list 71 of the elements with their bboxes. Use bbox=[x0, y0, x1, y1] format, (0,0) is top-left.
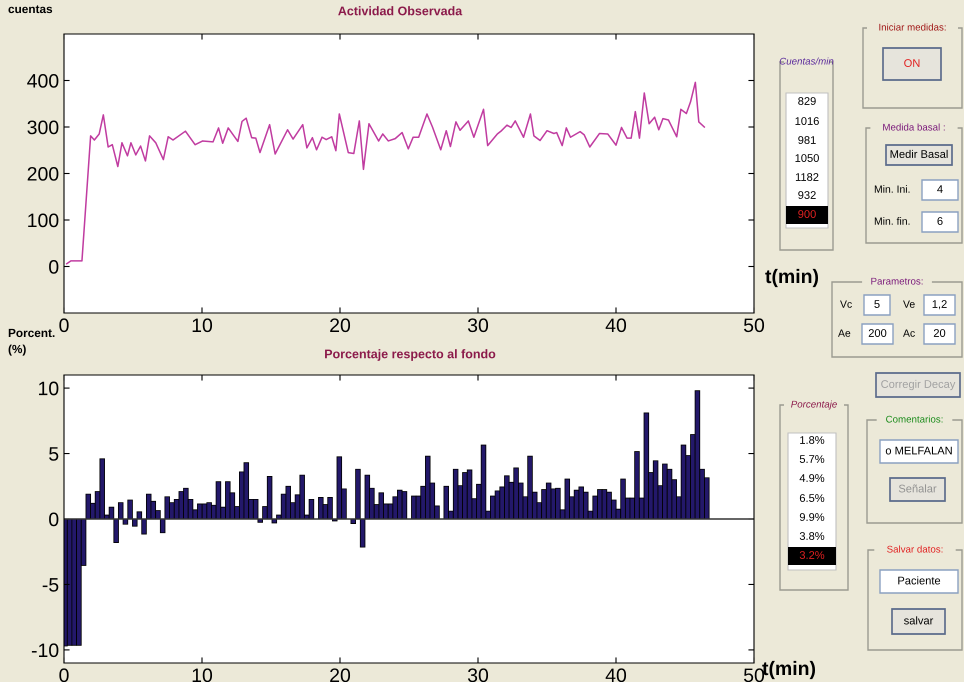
text: 3.2% bbox=[800, 551, 824, 559]
text: Medida basal : bbox=[883, 123, 945, 131]
y-tick-label: -5 bbox=[42, 578, 58, 592]
bar bbox=[299, 474, 305, 520]
text: 981 bbox=[798, 136, 816, 144]
text: Vc bbox=[840, 300, 852, 308]
text: Ae bbox=[838, 330, 850, 337]
x-tick-label: 40 bbox=[606, 318, 626, 332]
text: 1182 bbox=[796, 173, 818, 181]
text: Min. Ini. bbox=[874, 185, 910, 193]
text: 1,2 bbox=[932, 300, 947, 310]
text: Iniciar medidas: bbox=[879, 23, 946, 31]
y-tick-label: 300 bbox=[27, 120, 58, 134]
x-tick-label: 40 bbox=[606, 668, 626, 682]
y-tick-label: 200 bbox=[28, 166, 58, 181]
x-tick-label: 20 bbox=[330, 318, 350, 332]
text: Salvar datos: bbox=[887, 545, 942, 553]
text: 5.7% bbox=[800, 455, 824, 463]
x-tick-label: 0 bbox=[59, 668, 69, 682]
text: Señalar bbox=[898, 484, 936, 492]
x-axis-title: t(min) bbox=[762, 660, 816, 680]
x-tick-label: 30 bbox=[468, 668, 488, 682]
text: Medir Basal bbox=[890, 150, 948, 158]
x-axis-title: t(min) bbox=[765, 268, 818, 288]
y-axis-title: cuentas bbox=[8, 5, 52, 14]
text: 6 bbox=[937, 217, 943, 225]
text: Paciente bbox=[898, 576, 940, 584]
text: Parametros: bbox=[871, 278, 923, 285]
y-tick-label: 0 bbox=[49, 512, 58, 526]
text: 932 bbox=[798, 191, 816, 199]
x-tick-label: 50 bbox=[744, 668, 764, 682]
y-tick-label: 5 bbox=[49, 447, 58, 461]
text: 9.9% bbox=[800, 513, 824, 521]
text: 1016 bbox=[795, 117, 819, 125]
text: ON bbox=[904, 59, 920, 67]
text: Min. fin. bbox=[874, 217, 910, 225]
x-tick-label: 0 bbox=[59, 318, 69, 332]
text: 1.8% bbox=[800, 436, 824, 444]
y-tick-label: 100 bbox=[28, 213, 58, 228]
text: 4 bbox=[937, 185, 943, 193]
x-tick-label: 50 bbox=[744, 318, 764, 332]
x-tick-label: 20 bbox=[330, 668, 350, 682]
text: Ve bbox=[903, 300, 915, 308]
bar bbox=[444, 486, 450, 520]
y-tick-label: -10 bbox=[32, 643, 58, 658]
x-tick-label: 10 bbox=[192, 668, 212, 682]
y-tick-label: 0 bbox=[49, 260, 58, 274]
text: Cuentas/min bbox=[780, 57, 834, 65]
text: Porcentaje bbox=[791, 400, 837, 410]
x-tick-label: 10 bbox=[192, 318, 212, 332]
text: 1050 bbox=[795, 154, 819, 162]
text: 5 bbox=[874, 300, 880, 308]
text: o MELFALAN bbox=[886, 446, 952, 454]
chart-title: Porcentaje respecto al fondo bbox=[325, 349, 496, 361]
text: Ac bbox=[903, 330, 915, 337]
text: 900 bbox=[798, 210, 816, 218]
y-tick-label: 400 bbox=[27, 74, 58, 88]
text: salvar bbox=[904, 616, 934, 624]
bar bbox=[99, 458, 105, 520]
y-tick-label: 10 bbox=[38, 382, 58, 396]
chart-title: Actividad Observada bbox=[338, 6, 462, 16]
text: 4.9% bbox=[800, 474, 824, 482]
x-tick-label: 30 bbox=[468, 318, 488, 332]
y-axis-title: Porcent. (%) bbox=[8, 328, 54, 356]
text: Corregir Decay bbox=[881, 380, 956, 390]
text: 829 bbox=[798, 97, 816, 105]
line-series bbox=[66, 82, 706, 264]
text: 3.8% bbox=[800, 532, 824, 540]
text: 200 bbox=[868, 329, 886, 337]
text: 6.5% bbox=[800, 494, 824, 502]
text: Comentarios: bbox=[886, 415, 943, 423]
